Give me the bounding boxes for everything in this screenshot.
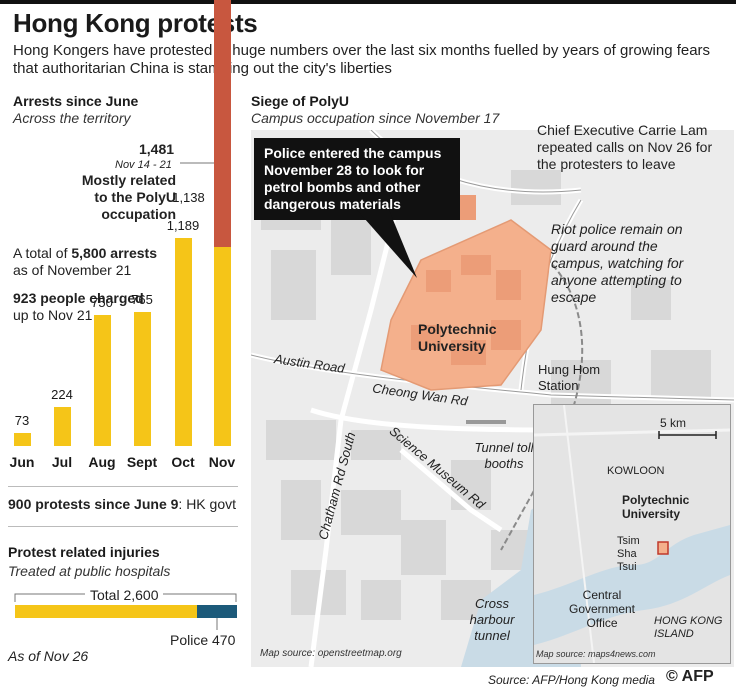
- lam-note: Chief Executive Carrie Lam repeated call…: [537, 122, 713, 172]
- injuries-total-bar: [15, 605, 197, 618]
- inset-kowloon: KOWLOON: [607, 465, 665, 477]
- tunnel-booths-label: Tunnel toll booths: [474, 440, 534, 471]
- inset-drawing: [534, 405, 730, 663]
- bar-aug: [93, 314, 111, 446]
- police-callout: Police entered the campus November 28 to…: [254, 138, 460, 220]
- campus-label: Polytechnic University: [418, 321, 497, 354]
- inset-source: Map source: maps4news.com: [536, 649, 656, 659]
- injuries-date: As of Nov 26: [8, 648, 89, 664]
- inset-hki: HONG KONG ISLAND: [654, 615, 723, 640]
- map-title: Siege of PolyU: [251, 93, 350, 109]
- divider-2: [8, 526, 238, 527]
- month-label-nov: Nov: [208, 454, 236, 470]
- inset-polyu: Polytechnic University: [622, 493, 690, 521]
- charged-value: 923 people charged: [13, 290, 144, 306]
- bar-sept: [133, 312, 151, 446]
- month-label-oct: Oct: [171, 454, 195, 470]
- injuries-police-bar: [196, 605, 237, 618]
- injuries-subtitle: Treated at public hospitals: [8, 563, 171, 579]
- bar-value-nov: 1,138: [172, 189, 205, 205]
- page-subtitle: Hong Kongers have protested in huge numb…: [13, 42, 711, 77]
- month-label-jul: Jul: [51, 454, 73, 470]
- nov-total-label: 1,481: [139, 141, 175, 157]
- top-rule: [0, 0, 736, 4]
- harbour-tunnel-label: Cross harbour tunnel: [469, 596, 515, 643]
- polyu-note: Mostly related to the PolyU occupation: [81, 172, 176, 222]
- injuries-total-label: Total 2,600: [90, 587, 159, 603]
- inset-map: 5 km KOWLOON Polytechnic University Tsim…: [533, 404, 731, 664]
- protests-source: : HK govt: [178, 496, 237, 512]
- month-label-jun: Jun: [9, 454, 35, 470]
- bar-jul: [53, 406, 71, 446]
- charged-suffix: up to Nov 21: [13, 307, 93, 323]
- injuries-bracket: [14, 593, 237, 630]
- divider-1: [8, 486, 238, 487]
- afp-logo: © AFP: [666, 668, 714, 685]
- bar-value-sept: 765: [131, 292, 153, 308]
- bar-jun: [13, 433, 31, 446]
- injuries-police-label: Police 470: [170, 632, 236, 648]
- total-value: 5,800 arrests: [71, 245, 158, 261]
- nov-range-label: Nov 14 - 21: [115, 159, 172, 171]
- protests-line: 900 protests since June 9: HK govt: [8, 496, 236, 513]
- bar-value-oct: 1,189: [166, 217, 200, 233]
- bar-oct: [174, 237, 192, 446]
- map-source: Map source: openstreetmap.org: [260, 648, 402, 659]
- bar-value-jun: 73: [14, 413, 30, 429]
- nov-leader-line: [180, 162, 221, 181]
- injuries-title: Protest related injuries: [8, 544, 160, 560]
- total-suffix: as of November 21: [13, 262, 132, 278]
- month-label-aug: Aug: [88, 454, 116, 470]
- total-prefix: A total of: [13, 245, 68, 261]
- inset-central: Central Government Office: [568, 588, 636, 630]
- station-label: Hung Hom Station: [538, 362, 601, 393]
- inset-scale: 5 km: [660, 416, 687, 430]
- protests-value: 900 protests since June 9: [8, 496, 179, 512]
- bar-value-aug: 750: [91, 294, 113, 310]
- bar-nov: [213, 246, 231, 446]
- map-subtitle: Campus occupation since November 17: [251, 110, 500, 126]
- arrests-title: Arrests since June: [13, 93, 139, 109]
- bar-value-jul: 224: [51, 386, 73, 402]
- total-arrests: A total of 5,800 arrests as of November …: [13, 245, 157, 279]
- riot-note: Riot police remain on guard around the c…: [551, 221, 684, 305]
- callout-pointer: [357, 210, 417, 278]
- bar-nov-polyu: [213, 0, 231, 247]
- charged-count: 923 people charged up to Nov 21: [13, 290, 144, 324]
- footer-source: Source: AFP/Hong Kong media: [488, 673, 655, 687]
- inset-tst: Tsim Sha Tsui: [617, 535, 640, 573]
- arrests-subtitle: Across the territory: [13, 110, 131, 126]
- month-label-sept: Sept: [126, 454, 158, 470]
